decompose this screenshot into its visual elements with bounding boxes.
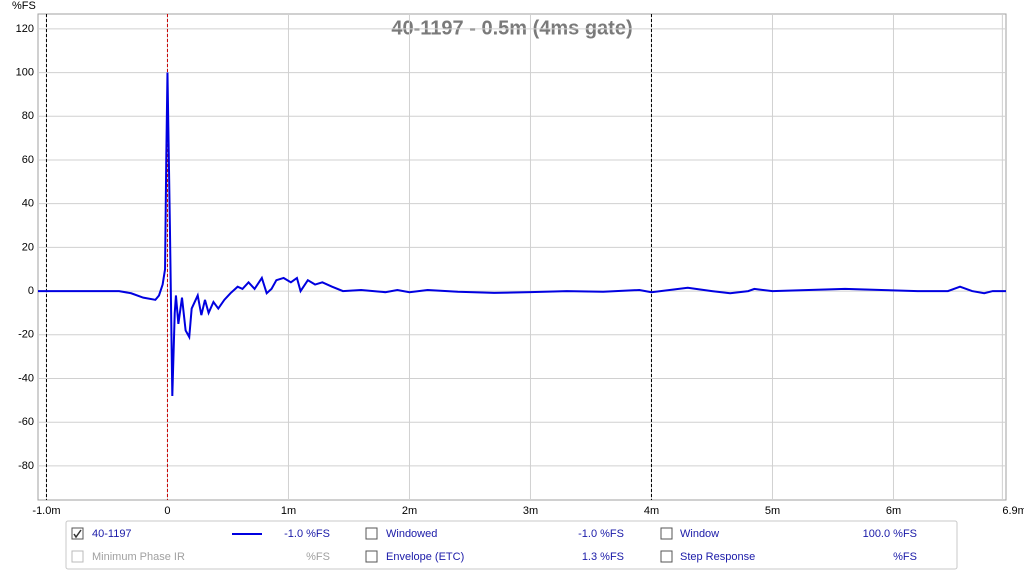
legend-panel (65, 520, 958, 570)
checkbox[interactable] (660, 550, 673, 563)
x-tick-label: 0 (164, 505, 170, 517)
legend-value: -1.0 %FS (284, 528, 330, 540)
checkbox[interactable] (365, 527, 378, 540)
data-line (38, 72, 1006, 397)
legend-label[interactable]: Windowed (386, 528, 437, 540)
legend-value: %FS (306, 551, 330, 563)
legend-label[interactable]: Step Response (680, 551, 755, 563)
checkmark (73, 529, 82, 539)
y-tick-label: 100 (16, 66, 34, 78)
legend-value: %FS (893, 551, 917, 563)
y-tick-label: 60 (22, 154, 34, 166)
y-axis-label: %FS (12, 0, 36, 12)
legend-value: -1.0 %FS (578, 528, 624, 540)
x-tick-label: 5m (765, 505, 780, 517)
x-tick-label: 2m (402, 505, 417, 517)
plot-area (37, 13, 1007, 501)
checkbox[interactable] (71, 527, 84, 540)
x-tick-label: 3m (523, 505, 538, 517)
legend-value: 100.0 %FS (863, 528, 917, 540)
legend-label[interactable]: Minimum Phase IR (92, 551, 185, 563)
y-tick-label: 40 (22, 198, 34, 210)
x-tick-label: 6m (886, 505, 901, 517)
checkbox[interactable] (660, 527, 673, 540)
legend-value: 1.3 %FS (582, 551, 624, 563)
x-tick-label: -1.0m (32, 505, 60, 517)
checkbox[interactable] (365, 550, 378, 563)
y-tick-label: 20 (22, 241, 34, 253)
legend-label[interactable]: Envelope (ETC) (386, 551, 464, 563)
y-tick-label: -40 (18, 372, 34, 384)
checkbox[interactable] (71, 550, 84, 563)
y-tick-label: 0 (28, 285, 34, 297)
y-tick-label: -80 (18, 460, 34, 472)
x-tick-label: 1m (281, 505, 296, 517)
y-tick-label: -60 (18, 416, 34, 428)
chart-title: 40-1197 - 0.5m (4ms gate) (391, 17, 632, 39)
y-tick-label: 80 (22, 110, 34, 122)
x-tick-label: 6.9m s (1002, 505, 1024, 517)
legend-label[interactable]: Window (680, 528, 719, 540)
y-tick-label: -20 (18, 329, 34, 341)
y-tick-label: 120 (16, 23, 34, 35)
x-tick-label: 4m (644, 505, 659, 517)
legend-label[interactable]: 40-1197 (92, 528, 132, 540)
